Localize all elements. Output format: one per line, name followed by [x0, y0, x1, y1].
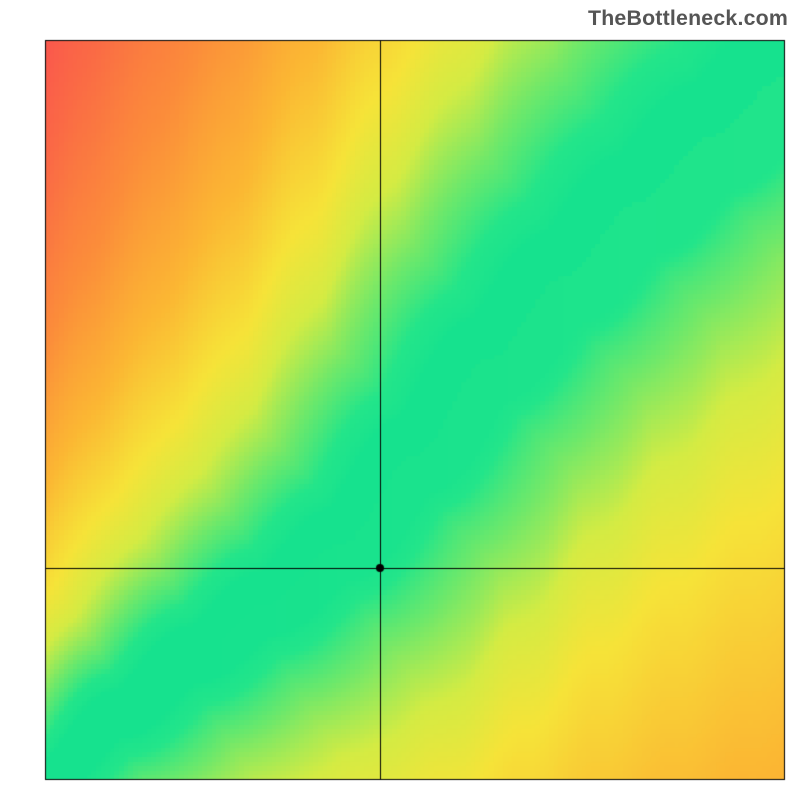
chart-container: TheBottleneck.com: [0, 0, 800, 800]
bottleneck-heatmap: [0, 0, 800, 800]
watermark-text: TheBottleneck.com: [588, 6, 788, 31]
